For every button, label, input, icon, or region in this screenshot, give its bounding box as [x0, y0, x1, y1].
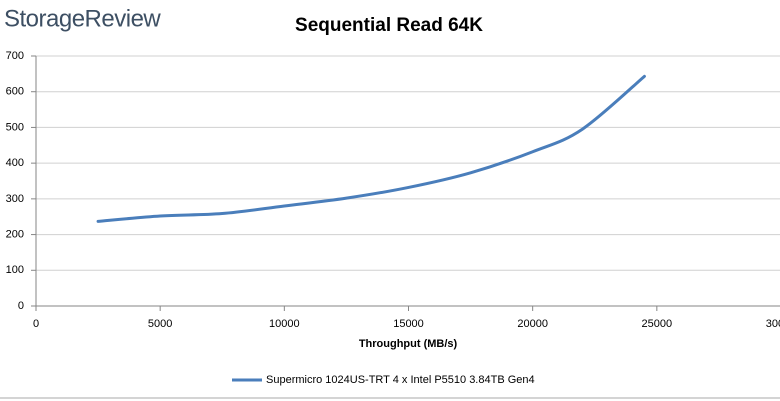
y-tick-label: 400	[6, 157, 24, 169]
brand-logo: StorageReview	[4, 5, 161, 32]
legend-label: Supermicro 1024US-TRT 4 x Intel P5510 3.…	[266, 374, 535, 386]
x-tick-label: 30000	[766, 318, 780, 330]
y-tick-label: 600	[6, 86, 24, 98]
x-tick-label: 0	[33, 318, 39, 330]
y-tick-label: 0	[18, 300, 24, 312]
x-tick-label: 10000	[269, 318, 300, 330]
y-tick-label: 200	[6, 228, 24, 240]
x-tick-label: 5000	[148, 318, 172, 330]
y-tick-label: 100	[6, 264, 24, 276]
y-tick-label: 700	[6, 50, 24, 62]
chart-title: Sequential Read 64K	[295, 15, 483, 36]
x-tick-label: 20000	[517, 318, 548, 330]
x-tick-label: 15000	[393, 318, 424, 330]
series-line	[96, 74, 646, 223]
x-axis-label: Throughput (MB/s)	[359, 338, 458, 350]
x-tick-label: 25000	[642, 318, 673, 330]
y-tick-label: 300	[6, 193, 24, 205]
y-tick-label: 500	[6, 121, 24, 133]
